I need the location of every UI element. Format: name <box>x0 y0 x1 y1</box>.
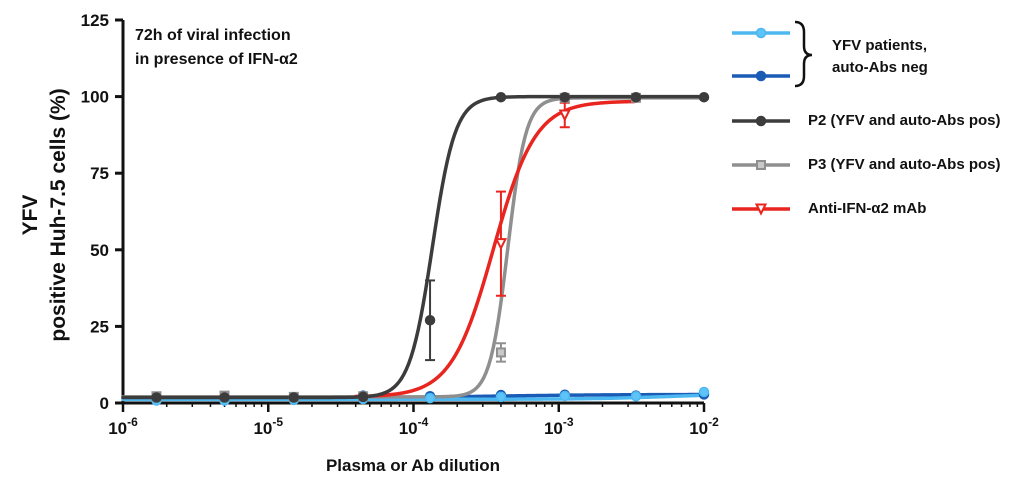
legend-swatch-marker-yfv_neg_2 <box>755 70 767 82</box>
x-tick-label: 10-6 <box>108 415 138 438</box>
fit-curves <box>121 94 706 402</box>
legend-swatch-marker-p2 <box>755 115 767 127</box>
legend: YFV patients, auto-Abs neg P2 (YFV and a… <box>732 20 1001 217</box>
annotation-line2: in presence of IFN-α2 <box>135 51 298 68</box>
data-point-p2 <box>288 392 300 403</box>
data-points <box>151 91 710 406</box>
fit-curve-p2 <box>121 94 706 400</box>
y-tick-label: 125 <box>81 11 109 30</box>
data-point-yfv_neg_1 <box>559 390 571 402</box>
y-tick-label: 0 <box>100 394 109 413</box>
x-tick-label: 10-2 <box>689 415 719 438</box>
y-tick-label: 75 <box>90 164 109 183</box>
y-axis-label-line2: positive Huh-7.5 cells (%) <box>47 88 70 341</box>
x-tick-label: 10-3 <box>544 415 574 438</box>
data-point-yfv_neg_1 <box>424 392 436 404</box>
x-tick-label: 10-5 <box>253 415 283 438</box>
legend-brace-label-line2: auto-Abs neg <box>832 59 928 76</box>
legend-label-p2: P2 (YFV and auto-Abs pos) <box>808 112 1001 129</box>
legend-label-mab: Anti-IFN-α2 mAb <box>808 200 926 217</box>
data-point-p2 <box>698 91 710 103</box>
data-point-p2 <box>424 315 436 326</box>
legend-swatch-marker-mab <box>754 203 768 216</box>
data-point-p3 <box>495 347 506 358</box>
legend-brace-label-line1: YFV patients, <box>832 37 927 54</box>
y-axis-label-line1: YFV <box>19 195 42 236</box>
y-ticks: 0 25 50 75 100 125 <box>81 11 123 413</box>
x-ticks: 10-6 10-5 10-4 10-3 10-2 <box>108 403 719 438</box>
fit-curve-mab <box>353 99 636 399</box>
data-point-yfv_neg_1 <box>495 391 507 403</box>
data-point-p2 <box>219 392 230 403</box>
data-point-mab <box>494 238 508 251</box>
data-point-yfv_neg_1 <box>630 391 642 402</box>
x-tick-label: 10-4 <box>399 415 429 438</box>
y-tick-label: 50 <box>90 241 109 260</box>
legend-label-p3: P3 (YFV and auto-Abs pos) <box>808 156 1001 173</box>
legend-swatch-marker-p3 <box>756 160 766 170</box>
annotation-line1: 72h of viral infection <box>135 27 291 44</box>
data-point-p2 <box>357 391 369 403</box>
data-point-mab <box>558 109 571 122</box>
data-point-p2 <box>151 392 162 403</box>
legend-brace <box>794 20 813 88</box>
data-point-p2 <box>630 91 642 103</box>
legend-swatch-marker-yfv_neg_1 <box>755 27 767 39</box>
data-point-yfv_neg_1 <box>698 386 710 398</box>
data-point-p2 <box>559 91 571 103</box>
x-axis-label: Plasma or Ab dilution <box>326 456 500 475</box>
data-point-p2 <box>495 91 507 103</box>
y-tick-label: 25 <box>90 317 109 336</box>
y-tick-label: 100 <box>81 88 109 107</box>
